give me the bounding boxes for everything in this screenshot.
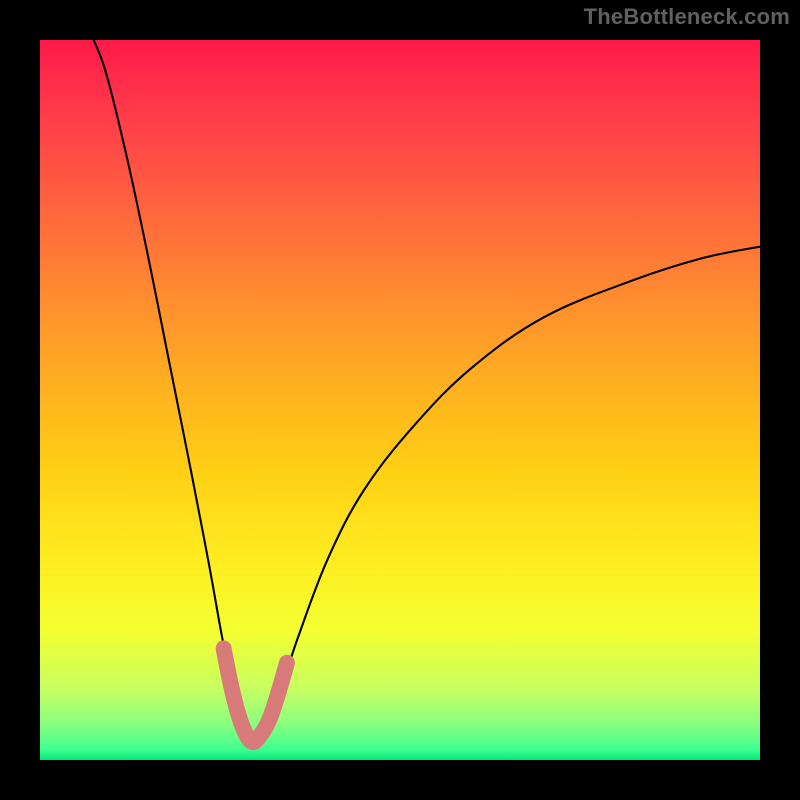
gradient-background — [40, 40, 760, 760]
chart-frame: TheBottleneck.com — [0, 0, 800, 800]
watermark-text: TheBottleneck.com — [584, 4, 790, 30]
bottleneck-curve-chart — [0, 0, 800, 800]
